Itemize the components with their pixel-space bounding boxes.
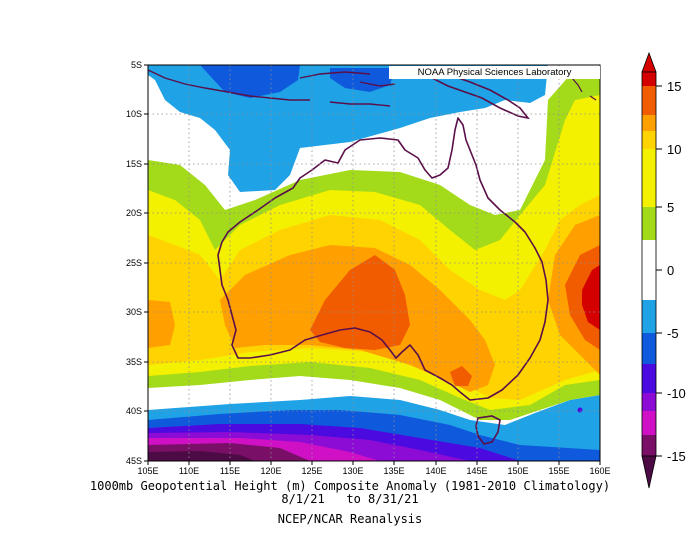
colorbar-label: -10 [667, 386, 686, 401]
lat-tick-label: 40S [126, 406, 142, 416]
coastline-islands-east [571, 77, 597, 101]
colorbar-segment [642, 364, 656, 393]
lon-tick-label: 140E [425, 466, 446, 476]
contour-pos-12-b [450, 366, 472, 386]
colorbar-segment [642, 131, 656, 149]
coastline-tasmania [475, 415, 501, 445]
lon-tick-label: 135E [383, 466, 404, 476]
date-range: 8/1/21 to 8/31/21 [281, 492, 419, 506]
coastline-islands-west [148, 69, 396, 107]
grid-lines [148, 65, 600, 461]
colorbar-segment [642, 207, 656, 240]
colorbar-segment [642, 411, 656, 435]
contour-neg-dot [577, 407, 583, 413]
colorbar: 15 10 5 0 -5 -10 -15 [641, 51, 686, 489]
lat-tick-label: 45S [126, 456, 142, 466]
lon-tick-label: 115E [220, 466, 240, 476]
colorbar-segment [642, 149, 656, 178]
lat-tick-label: 20S [126, 208, 142, 218]
colorbar-segment [642, 240, 656, 300]
lon-tick-label: 130E [342, 466, 363, 476]
contour-neg-6-north [200, 65, 300, 98]
lat-tick-label: 10S [126, 109, 142, 119]
colorbar-label: 15 [667, 79, 681, 94]
lon-tick-label: 155E [548, 466, 569, 476]
colorbar-segment [642, 393, 656, 411]
colorbar-segment [642, 72, 656, 86]
colorbar-segment [642, 115, 656, 131]
lon-tick-label: 125E [301, 466, 322, 476]
contour-pos-10 [148, 300, 175, 348]
contour-neg-strong-south [148, 451, 255, 461]
colorbar-arrow-top [641, 51, 657, 73]
coastline-australia [217, 117, 549, 401]
lon-tick-label: 160E [589, 466, 610, 476]
colorbar-segment [642, 435, 656, 456]
colorbar-label: 10 [667, 142, 681, 157]
colorbar-segment [642, 86, 656, 115]
lon-tick-label: 120E [260, 466, 281, 476]
anomaly-contours [148, 65, 600, 461]
data-source: NCEP/NCAR Reanalysis [277, 512, 423, 526]
colorbar-label: -5 [667, 326, 679, 341]
contour-pos-12 [310, 255, 410, 350]
colorbar-segment [642, 300, 656, 333]
colorbar-label: 0 [667, 263, 674, 278]
colorbar-label: 5 [667, 200, 674, 215]
colorbar-label: -15 [667, 449, 686, 464]
contour-pos-15-east [582, 265, 600, 330]
lon-tick-label: 145E [466, 466, 487, 476]
lat-tick-label: 5S [131, 60, 142, 70]
lon-tick-label: 150E [507, 466, 528, 476]
lat-axis: 5S 10S 15S 20S 25S 30S 35S 40S 45S [126, 60, 148, 466]
colorbar-segment [642, 333, 656, 364]
lon-tick-label: 110E [179, 466, 199, 476]
lon-axis: 105E 110E 115E 120E 125E 130E 135E 140E … [137, 461, 611, 476]
lon-tick-label: 105E [137, 466, 158, 476]
credit-label: NOAA Physical Sciences Laboratory [389, 66, 600, 79]
lat-tick-label: 35S [126, 357, 142, 367]
lat-tick-label: 25S [126, 258, 142, 268]
map-title: 1000mb Geopotential Height (m) Composite… [89, 479, 611, 493]
lat-tick-label: 15S [126, 159, 142, 169]
coastline-new-guinea [428, 66, 530, 120]
lat-tick-label: 30S [126, 307, 142, 317]
colorbar-segment [642, 178, 656, 207]
colorbar-frame [641, 71, 657, 457]
